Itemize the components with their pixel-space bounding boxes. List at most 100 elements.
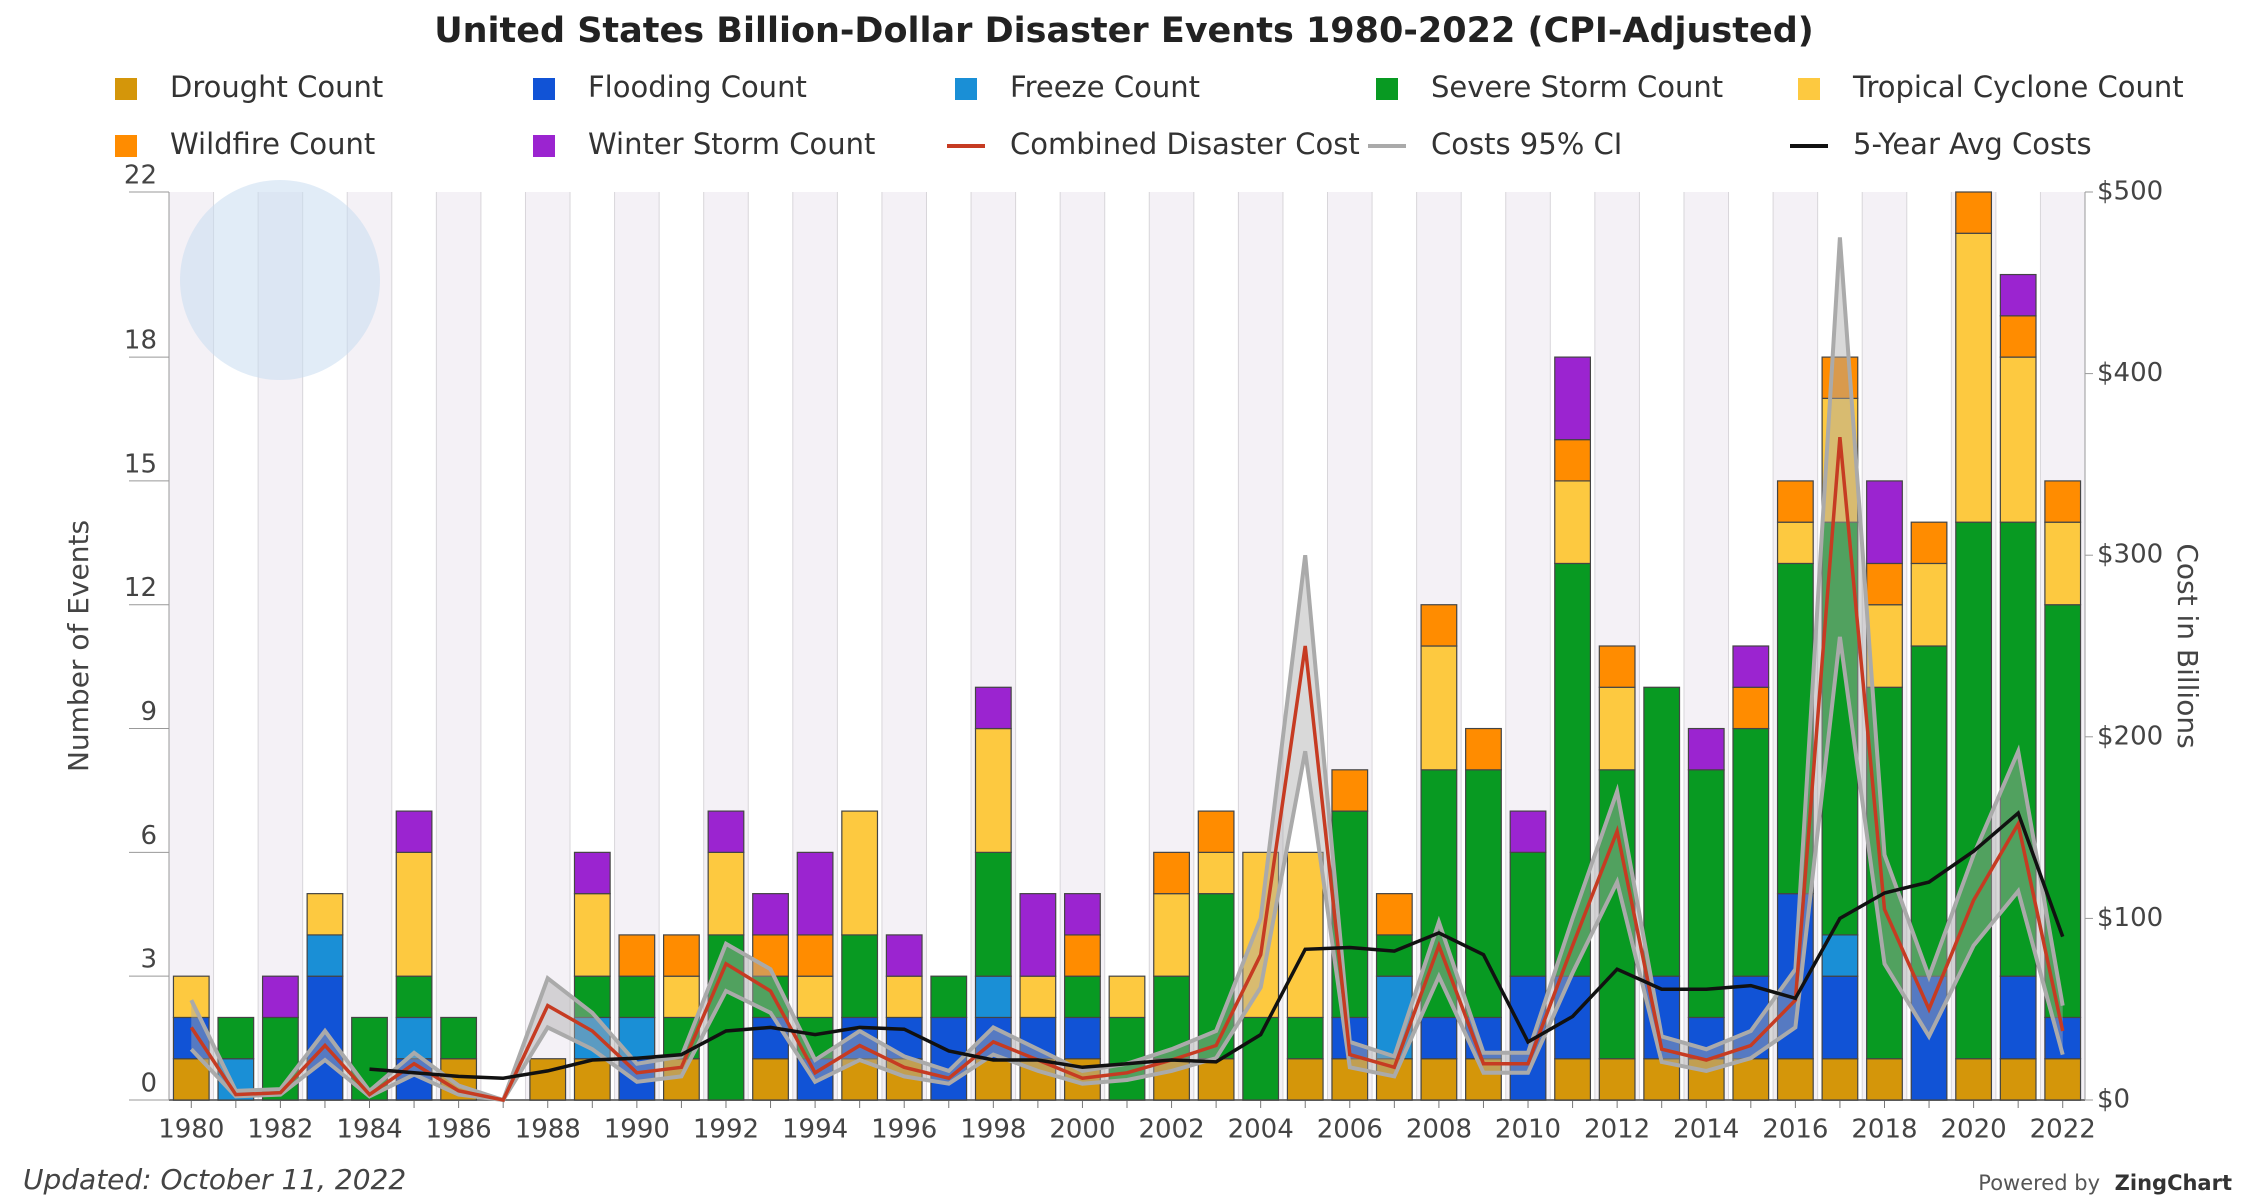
- bar-segment: [1910, 645, 1948, 977]
- bar-segment: [885, 934, 923, 977]
- column-stripe: [1104, 192, 1150, 1100]
- brand: ZingChart: [2115, 1171, 2232, 1195]
- bar-segment: [1375, 893, 1413, 936]
- x-tick-label: 2022: [2030, 1115, 2096, 1145]
- bar-segment: [2044, 1058, 2082, 1101]
- x-tick-label: 1996: [871, 1115, 937, 1145]
- bar-segment: [841, 810, 879, 936]
- bar-segment: [1509, 851, 1547, 977]
- x-tick-label: 2000: [1049, 1115, 1115, 1145]
- bar-segment: [1153, 851, 1190, 895]
- bar-segment: [1776, 480, 1814, 523]
- y2-tick-label: $100: [2097, 903, 2163, 933]
- bar-segment: [1999, 975, 2037, 1060]
- x-tick-label: 2002: [1138, 1115, 1204, 1145]
- legend-label: Tropical Cyclone Count: [1852, 70, 2184, 104]
- bar-segment: [1643, 686, 1681, 977]
- bar-segment: [1732, 1058, 1770, 1101]
- bar-segment: [1955, 521, 1993, 1060]
- bar-segment: [1019, 975, 1057, 1019]
- column-stripe: [480, 192, 526, 1100]
- y2-tick-label: $0: [2097, 1085, 2130, 1115]
- y-tick-label: 3: [140, 945, 157, 975]
- legend-label: Costs 95% CI: [1431, 127, 1622, 161]
- y2-axis-title: Cost in Billions: [2171, 543, 2204, 748]
- bar-segment: [796, 975, 834, 1019]
- y-axis-title: Number of Events: [62, 520, 95, 772]
- y2-tick-label: $200: [2097, 721, 2163, 751]
- bar-segment: [172, 975, 210, 1019]
- bar-segment: [752, 1058, 789, 1101]
- bar-segment: [974, 1058, 1012, 1101]
- y2-tick-label: $300: [2097, 540, 2163, 570]
- x-tick-label: 1986: [426, 1115, 492, 1145]
- bar-segment: [752, 1016, 789, 1060]
- bar-segment: [1242, 1016, 1280, 1101]
- x-tick-label: 2014: [1673, 1115, 1739, 1145]
- legend-label: Flooding Count: [588, 70, 807, 104]
- bar-segment: [573, 851, 611, 895]
- x-tick-label: 1990: [604, 1115, 670, 1145]
- legend-swatch: [1376, 78, 1398, 100]
- bar-segment: [1153, 1058, 1190, 1101]
- bar-segment: [1420, 1016, 1458, 1060]
- column-stripe: [525, 192, 571, 1100]
- bar-segment: [306, 975, 344, 1101]
- bar-segment: [573, 893, 611, 977]
- bar-segment: [1064, 975, 1101, 1019]
- bar-segment: [1286, 1016, 1324, 1060]
- bar-segment: [1420, 604, 1458, 647]
- bar-segment: [1509, 975, 1547, 1101]
- bar-segment: [1776, 521, 1814, 565]
- bar-segment: [841, 934, 879, 1019]
- bar-segment: [1286, 1058, 1324, 1101]
- bar-segment: [1554, 356, 1592, 441]
- bar-segment: [1910, 521, 1948, 565]
- column-stripe: [926, 192, 972, 1100]
- y-tick-label: 6: [140, 821, 157, 851]
- bar-segment: [1554, 1058, 1592, 1101]
- x-tick-label: 1982: [247, 1115, 313, 1145]
- bar-segment: [1554, 562, 1592, 977]
- bar-segment: [1019, 893, 1057, 977]
- bar-segment: [1598, 1058, 1636, 1101]
- bar-segment: [1153, 893, 1190, 977]
- y-tick-label: 9: [140, 697, 157, 727]
- bar-segment: [1598, 645, 1636, 688]
- bar-segment: [1064, 934, 1101, 977]
- chart-title: United States Billion-Dollar Disaster Ev…: [434, 11, 1814, 51]
- legend-swatch: [1798, 78, 1820, 100]
- bar-segment: [1286, 851, 1324, 1019]
- column-stripe: [436, 192, 481, 1100]
- bar-segment: [1999, 356, 2037, 523]
- bar-segment: [974, 851, 1012, 977]
- bar-segment: [529, 1058, 567, 1101]
- x-tick-label: 1992: [693, 1115, 759, 1145]
- bar-segment: [261, 975, 299, 1019]
- bar-segment: [1821, 1058, 1859, 1101]
- bar-segment: [1554, 439, 1592, 482]
- y-tick-label: 12: [124, 573, 157, 603]
- bar-segment: [707, 851, 745, 936]
- bar-segment: [662, 934, 700, 977]
- y-tick-label: 22: [124, 161, 157, 191]
- bar-segment: [2044, 480, 2082, 523]
- bar-segment: [1776, 1058, 1814, 1101]
- legend-label: 5-Year Avg Costs: [1853, 127, 2092, 161]
- legend-label: Severe Storm Count: [1431, 70, 1723, 104]
- bar-segment: [1955, 191, 1993, 234]
- bar-segment: [1821, 975, 1859, 1060]
- bar-segment: [974, 686, 1012, 730]
- legend-label: Drought Count: [170, 70, 383, 104]
- y2-tick-label: $500: [2097, 177, 2163, 207]
- legend-label: Wildfire Count: [170, 127, 375, 161]
- legend-swatch: [955, 78, 977, 100]
- bar-segment: [1999, 273, 2037, 317]
- x-tick-label: 2012: [1584, 1115, 1650, 1145]
- x-tick-label: 2006: [1317, 1115, 1383, 1145]
- x-tick-label: 2020: [1941, 1115, 2007, 1145]
- x-tick-label: 2004: [1228, 1115, 1294, 1145]
- legend-swatch: [533, 78, 555, 100]
- bar-segment: [974, 975, 1012, 1019]
- cost-line: [369, 810, 2065, 1080]
